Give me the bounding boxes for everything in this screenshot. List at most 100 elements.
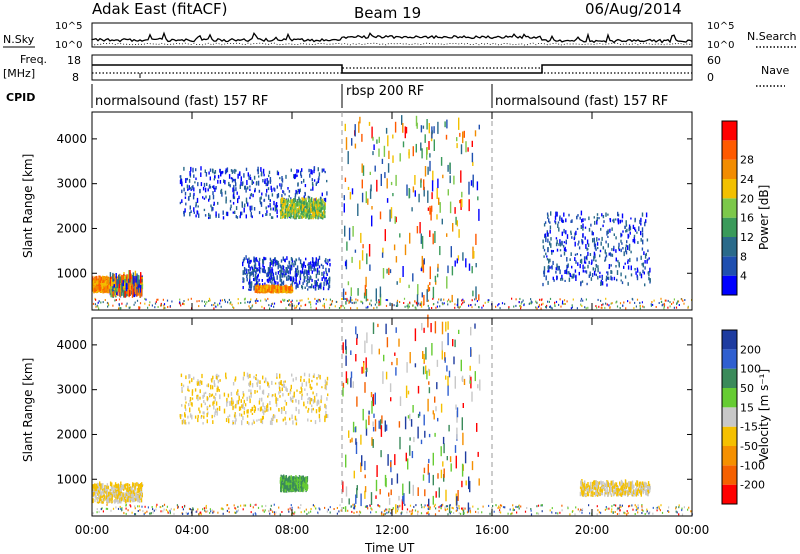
data-cell <box>461 198 463 208</box>
data-cell <box>319 283 321 289</box>
data-cell <box>109 481 112 486</box>
data-cell <box>195 204 197 208</box>
data-cell <box>557 265 559 271</box>
data-cell <box>311 398 313 402</box>
data-cell <box>386 178 388 189</box>
noise-cell <box>295 306 297 309</box>
data-cell <box>269 180 272 184</box>
data-cell <box>229 184 231 188</box>
data-cell <box>317 178 320 183</box>
data-cell <box>109 500 111 503</box>
data-cell <box>627 265 630 270</box>
data-cell <box>298 487 300 490</box>
data-cell <box>636 276 639 281</box>
data-cell <box>612 219 614 222</box>
noise-cell <box>248 301 251 304</box>
data-cell <box>249 288 251 291</box>
data-cell <box>285 198 287 203</box>
data-cell <box>311 404 313 408</box>
noise-cell <box>92 302 95 305</box>
data-cell <box>416 122 418 129</box>
data-cell <box>243 173 245 178</box>
data-cell <box>317 211 319 216</box>
data-cell <box>558 265 560 271</box>
data-cell <box>258 265 261 268</box>
data-cell <box>367 198 369 205</box>
data-cell <box>189 187 191 190</box>
noise-cell <box>542 302 544 305</box>
data-cell <box>355 354 357 362</box>
data-cell <box>369 264 371 271</box>
data-cell <box>213 400 215 405</box>
data-cell <box>546 212 549 216</box>
data-cell <box>123 499 125 502</box>
data-cell <box>437 266 439 272</box>
data-cell <box>307 407 310 411</box>
data-cell <box>266 279 269 282</box>
data-cell <box>412 146 414 157</box>
data-cell <box>305 204 307 207</box>
data-cell <box>223 392 226 397</box>
noise-cell <box>287 300 289 302</box>
data-cell <box>633 236 635 241</box>
data-cell <box>135 275 137 283</box>
data-cell <box>456 143 458 149</box>
data-cell <box>296 203 298 207</box>
noise-cell <box>427 299 429 302</box>
data-cell <box>362 408 364 421</box>
data-cell <box>414 190 416 197</box>
noise-cell <box>341 297 343 300</box>
data-cell <box>294 174 296 177</box>
data-cell <box>196 197 199 203</box>
data-cell <box>305 206 307 209</box>
data-cell <box>309 383 311 389</box>
data-cell <box>285 205 287 209</box>
data-cell <box>432 286 435 299</box>
data-cell <box>104 487 107 492</box>
data-cell <box>292 201 294 204</box>
data-cell <box>291 264 293 268</box>
data-cell <box>304 388 306 391</box>
data-cell <box>291 204 293 207</box>
data-cell <box>408 188 410 199</box>
data-cell <box>288 477 290 482</box>
data-cell <box>232 405 234 411</box>
data-cell <box>404 126 406 139</box>
data-cell <box>308 200 310 203</box>
data-cell <box>574 269 577 273</box>
data-cell <box>440 469 443 479</box>
noise-cell <box>520 305 522 308</box>
data-cell <box>364 460 366 471</box>
data-cell <box>140 493 143 496</box>
data-cell <box>259 380 261 384</box>
data-cell <box>116 488 119 493</box>
noise-cell <box>611 302 613 305</box>
data-cell <box>422 125 425 129</box>
data-cell <box>288 209 290 214</box>
data-cell <box>298 477 300 480</box>
data-cell <box>186 184 189 189</box>
data-cell <box>640 273 643 279</box>
data-cell <box>308 266 310 270</box>
data-cell <box>305 490 307 493</box>
data-cell <box>350 377 352 388</box>
data-cell <box>116 491 118 495</box>
noise-cell <box>282 298 284 301</box>
data-cell <box>301 393 303 397</box>
data-cell <box>226 400 229 404</box>
data-cell <box>316 211 318 217</box>
data-cell <box>465 141 467 153</box>
noise-cell <box>160 302 162 305</box>
data-cell <box>582 218 584 222</box>
data-cell <box>102 290 104 294</box>
data-cell <box>140 272 142 283</box>
data-cell <box>623 251 625 257</box>
data-cell <box>309 264 311 268</box>
data-cell <box>105 497 107 501</box>
data-cell <box>211 393 214 396</box>
data-cell <box>101 485 104 490</box>
noise-cell <box>248 305 250 308</box>
data-cell <box>253 285 255 291</box>
data-cell <box>433 139 435 151</box>
data-cell <box>110 486 113 492</box>
